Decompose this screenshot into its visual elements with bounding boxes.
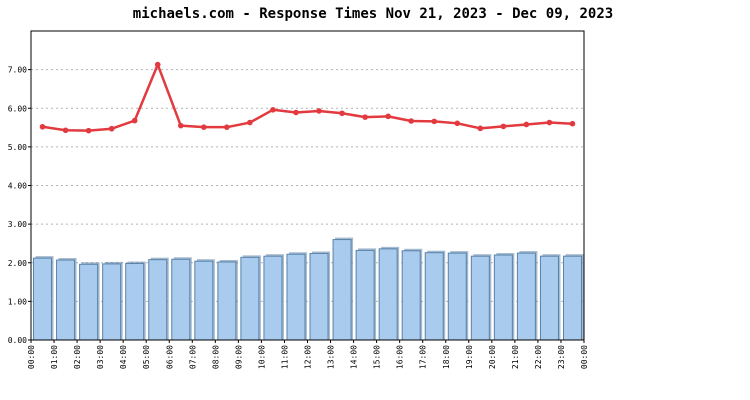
bar [424, 252, 444, 341]
line-point [39, 123, 46, 130]
line-point [131, 117, 138, 124]
bar [493, 254, 513, 341]
y-tick-label: 6.00 [8, 104, 27, 113]
bar [125, 263, 145, 341]
bar [470, 255, 490, 341]
x-tick-label: 17:00 [419, 345, 428, 369]
line-point [569, 120, 576, 127]
x-tick-label: 15:00 [373, 345, 382, 369]
line-point [270, 106, 276, 113]
x-tick-label: 16:00 [396, 345, 405, 369]
line-point [201, 124, 207, 130]
x-tick-label: 18:00 [442, 345, 451, 369]
x-tick-label: 04:00 [119, 345, 128, 369]
bar-series [33, 237, 584, 341]
x-tick-label: 00:00 [27, 345, 36, 369]
x-tick-label: 22:00 [534, 345, 543, 369]
x-tick-label: 02:00 [73, 345, 82, 369]
bar [286, 253, 306, 341]
line-path [42, 63, 573, 132]
line-point [339, 110, 345, 117]
bar [33, 257, 53, 341]
line-point [362, 114, 368, 120]
x-tick-label: 08:00 [211, 345, 220, 369]
y-tick-label: 3.00 [8, 220, 27, 229]
y-axis-ticks: 0.00 1.00 2.00 3.00 4.00 5.00 6.00 7.00 [8, 66, 31, 345]
bar [79, 263, 99, 341]
line-point [108, 125, 115, 132]
chart-title: michaels.com - Response Times Nov 21, 20… [133, 6, 613, 22]
x-tick-label: 00:00 [580, 345, 589, 369]
x-tick-label: 12:00 [304, 345, 313, 369]
line-point [85, 127, 92, 134]
bar [148, 259, 168, 341]
line-point [177, 122, 184, 129]
y-tick-label: 0.00 [8, 336, 27, 345]
bar [309, 252, 329, 341]
line-point [247, 119, 253, 126]
line-point [224, 124, 230, 130]
grid-lines [31, 69, 584, 302]
x-tick-label: 14:00 [350, 345, 359, 369]
x-tick-label: 11:00 [280, 345, 289, 369]
line-point [385, 113, 391, 120]
line-point [431, 118, 438, 125]
line-point [523, 121, 530, 128]
y-tick-label: 5.00 [8, 143, 27, 152]
x-tick-label: 19:00 [465, 345, 474, 369]
line-point [408, 118, 414, 124]
x-tick-label: 09:00 [234, 345, 243, 369]
x-tick-label: 03:00 [96, 345, 105, 369]
line-point [477, 125, 484, 132]
bar [171, 258, 191, 341]
bar [401, 250, 421, 341]
bar [378, 248, 398, 341]
bar [102, 263, 122, 341]
bar [355, 249, 375, 341]
line-series [39, 61, 576, 134]
x-tick-label: 01:00 [50, 345, 59, 369]
x-tick-label: 06:00 [165, 345, 174, 369]
bar [194, 260, 214, 341]
y-tick-label: 2.00 [8, 259, 27, 268]
bar [332, 239, 352, 341]
x-tick-label: 13:00 [327, 345, 336, 369]
line-point [62, 127, 69, 134]
y-tick-label: 4.00 [8, 182, 27, 191]
x-axis-ticks: 00:00 01:00 02:00 03:00 04:00 05:00 06:00 07:00… [27, 340, 589, 369]
bar [516, 252, 536, 341]
x-tick-label: 21:00 [511, 345, 520, 369]
bar [447, 252, 467, 341]
x-tick-label: 07:00 [188, 345, 197, 369]
x-tick-label: 05:00 [142, 345, 151, 369]
bar [263, 255, 283, 341]
y-tick-label: 1.00 [8, 297, 27, 306]
line-point [500, 123, 507, 130]
line-point [293, 109, 299, 116]
bar [240, 256, 260, 341]
x-tick-label: 20:00 [488, 345, 497, 369]
x-tick-label: 10:00 [257, 345, 266, 369]
x-tick-label: 23:00 [557, 345, 566, 369]
bar [56, 259, 76, 341]
bar [217, 261, 237, 341]
y-tick-label: 7.00 [8, 66, 27, 75]
bar [562, 255, 582, 341]
line-point [454, 120, 461, 127]
line-point [154, 61, 161, 68]
bar [539, 255, 559, 341]
line-point [316, 108, 322, 114]
line-point [546, 119, 553, 126]
